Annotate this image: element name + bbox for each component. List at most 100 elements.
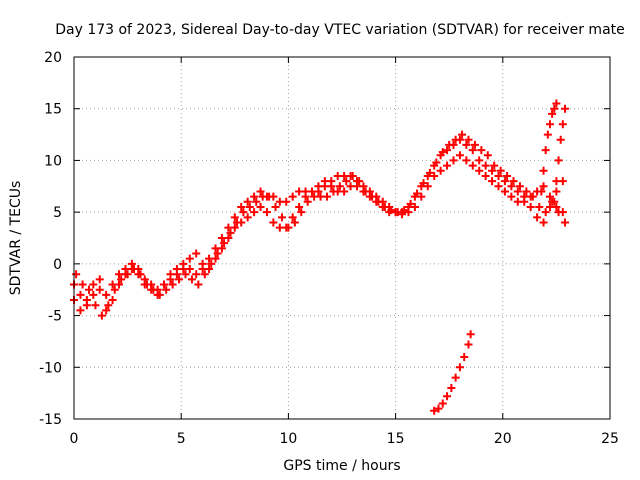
data-point [425,168,434,177]
data-point [488,166,497,175]
data-point [232,218,241,227]
data-point [76,290,85,299]
data-point [460,352,469,361]
data-point [451,373,460,382]
data-point [172,265,181,274]
data-point [526,202,535,211]
data-point [230,213,239,222]
data-point [230,223,239,232]
data-point [545,192,554,201]
data-point [224,234,233,242]
data-point [250,208,259,217]
data-point [447,383,456,392]
data-point [380,202,389,211]
data-point [185,265,194,274]
data-point [475,156,484,165]
data-point [535,202,544,211]
data-point [149,285,158,294]
data-point [78,280,87,289]
grid [73,56,611,420]
data-point [262,208,271,217]
data-point [220,239,229,248]
data-point [335,182,344,191]
data-point [443,161,452,170]
data-point [387,206,396,215]
data-point [496,166,505,175]
data-point [481,161,490,170]
data-point [417,192,426,201]
data-point [301,192,310,201]
data-point [458,130,467,139]
data-point [181,270,190,279]
x-tick-label: 10 [279,431,297,447]
data-point [155,290,164,299]
data-point [513,187,522,196]
data-point [374,197,383,206]
data-point [398,210,407,219]
data-point [432,158,441,167]
data-point [520,197,529,206]
data-point [455,363,464,372]
data-point [404,208,413,217]
y-tick-label: -5 [48,309,62,325]
data-point [475,166,484,175]
data-point [256,202,265,211]
data-point [464,340,473,349]
data-point [205,265,214,274]
data-point [419,179,428,188]
data-point [185,254,194,263]
data-point [95,275,104,284]
data-point [423,182,432,191]
y-tick-label: 5 [53,205,62,221]
data-point [198,259,207,268]
data-point [522,187,531,196]
y-tick-label: 15 [44,102,62,118]
data-point [282,197,291,206]
data-point [290,218,299,227]
data-point [406,199,415,208]
data-point [243,213,252,222]
data-point [89,290,98,299]
data-point [488,177,497,186]
data-point [200,270,209,279]
data-point [477,146,486,155]
data-point [438,148,447,157]
data-point [462,140,471,149]
data-point [89,280,98,289]
data-point [552,99,561,108]
x-tick-label: 15 [387,431,405,447]
data-point [361,187,370,196]
data-point [104,301,113,310]
data-point [340,187,349,196]
data-point [256,187,265,196]
series-spike-a [537,99,561,196]
data-point [342,177,351,186]
y-tick-label: -10 [39,360,62,376]
data-point [539,166,548,175]
data-point [500,187,509,196]
series-trace-c [72,130,569,320]
data-point [160,280,169,289]
data-point [558,120,567,129]
data-point [136,270,145,279]
data-point [494,171,503,180]
data-point [288,192,297,201]
data-point [239,208,248,217]
data-point [284,223,293,232]
data-point [355,177,364,186]
data-point [211,254,220,263]
data-point [72,270,81,279]
data-point [533,213,542,222]
data-point [269,218,278,227]
data-point [115,280,124,289]
data-point [192,270,201,279]
data-point [466,330,475,339]
x-tick-label: 0 [70,431,79,447]
data-point [494,182,503,191]
data-point [541,146,550,155]
data-point [213,249,222,258]
data-point [503,171,512,180]
data-point [76,306,85,315]
data-point [207,259,216,268]
